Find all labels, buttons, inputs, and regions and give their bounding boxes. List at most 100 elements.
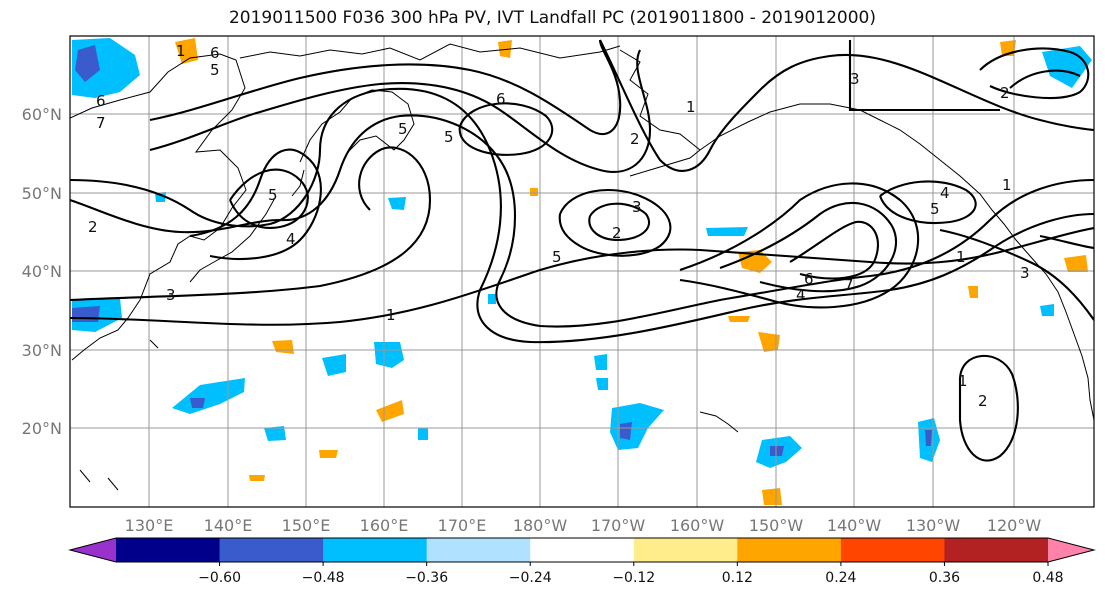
colorbar-outline <box>68 537 1096 563</box>
colorbar-swatch <box>219 538 324 562</box>
shade-blue-patch <box>322 354 346 376</box>
shade-orange-patch <box>758 332 780 352</box>
coastline-japan <box>189 169 305 283</box>
shade-orange-patch <box>968 286 978 298</box>
lon-label: 180°W <box>513 516 568 535</box>
shading-layer <box>72 38 1092 505</box>
contour-label: 4 <box>796 286 806 304</box>
coastline-asia <box>70 53 247 361</box>
shade-blue-patch <box>190 398 205 408</box>
contour-label: 2 <box>88 218 98 236</box>
contour-label: 6 <box>210 44 220 62</box>
contour-label: 2 <box>978 392 988 410</box>
colorbar-tick-label: −0.12 <box>612 570 655 586</box>
lon-label: 140°E <box>204 516 253 535</box>
contour-line <box>979 47 1090 100</box>
colorbar-tick-label: −0.24 <box>509 570 552 586</box>
contour-labels: 1 6 5 6 7 5 4 5 6 5 2 3 2 5 1 2 1 3 5 4 … <box>88 42 1030 410</box>
contour-line <box>679 182 920 309</box>
lat-label-20n: 20°N <box>22 419 62 438</box>
shade-blue-patch <box>264 426 286 441</box>
contour-line <box>939 228 1094 321</box>
shade-blue-patch <box>172 378 245 414</box>
colorbar-swatch <box>530 538 635 562</box>
lon-label: 170°E <box>438 516 487 535</box>
colorbar-swatch <box>323 538 428 562</box>
contour-layer <box>70 39 1094 462</box>
contour-label: 1 <box>386 306 396 324</box>
lon-label: 170°W <box>591 516 646 535</box>
contour-label: 2 <box>630 130 640 148</box>
contour-label: 5 <box>552 248 562 266</box>
contour-label: 3 <box>1020 264 1030 282</box>
shade-blue-patch <box>620 422 632 440</box>
contour-label: 7 <box>844 276 854 294</box>
contour-line <box>958 354 1019 462</box>
longitude-labels: 130°E 140°E 150°E 160°E 170°E 180°W 170°… <box>125 516 1042 535</box>
colorbar-swatch <box>840 538 945 562</box>
contour-line <box>848 40 1000 112</box>
shade-orange-patch <box>272 340 294 354</box>
colorbar: −0.60 −0.48 −0.36 −0.24 −0.12 0.12 0.24 0.36 0.4… <box>68 537 1096 586</box>
lon-label: 120°W <box>987 516 1042 535</box>
lat-label-50n: 50°N <box>22 184 62 203</box>
contour-label: 7 <box>96 114 106 132</box>
contour-line <box>70 146 432 302</box>
contour-label: 6 <box>496 90 506 108</box>
colorbar-swatch <box>944 538 1049 562</box>
contour-label: 2 <box>1000 84 1010 102</box>
contour-line <box>70 87 1094 344</box>
shade-orange-patch <box>530 188 538 196</box>
contour-label: 2 <box>612 224 622 242</box>
colorbar-extend-low <box>70 538 116 562</box>
shade-orange-patch <box>762 488 782 505</box>
contour-label: 5 <box>398 120 408 138</box>
contour-label: 6 <box>804 270 814 288</box>
lon-label: 150°W <box>749 516 804 535</box>
contour-line <box>149 39 622 136</box>
contour-line <box>588 202 650 242</box>
shade-orange-patch <box>319 450 338 458</box>
colorbar-tick-label: 0.48 <box>1032 570 1063 586</box>
colorbar-tick-label: 0.36 <box>929 570 960 586</box>
colorbar-tick-label: 0.24 <box>825 570 856 586</box>
shade-orange-patch <box>738 250 772 273</box>
shade-blue-patch <box>770 446 784 456</box>
contour-label: 3 <box>166 286 176 304</box>
shade-blue-patch <box>418 428 428 440</box>
contour-line <box>1009 69 1081 89</box>
colorbar-tick-label: −0.36 <box>405 570 448 586</box>
shade-blue-patch <box>488 294 496 304</box>
coastline-siberia <box>239 43 621 61</box>
lon-label: 160°E <box>360 516 409 535</box>
lat-label-60n: 60°N <box>22 105 62 124</box>
contour-line <box>558 189 672 257</box>
contour-label: 3 <box>850 70 860 88</box>
colorbar-swatch <box>116 538 221 562</box>
shade-blue-patch <box>374 342 404 368</box>
lat-label-40n: 40°N <box>22 262 62 281</box>
map-title: 2019011500 F036 300 hPa PV, IVT Landfall… <box>228 8 876 28</box>
contour-line <box>458 102 554 156</box>
colorbar-swatch <box>633 538 738 562</box>
contour-line <box>229 168 309 229</box>
contour-line <box>1039 234 1094 250</box>
colorbar-tick-label: 0.12 <box>722 570 753 586</box>
coastlines <box>70 43 1094 491</box>
colorbar-tick-label: −0.60 <box>198 570 241 586</box>
shade-orange-patch <box>249 475 265 481</box>
contour-label: 1 <box>176 42 186 60</box>
shade-blue-patch <box>388 197 406 210</box>
contour-line <box>70 226 1094 326</box>
graticule <box>70 36 1094 507</box>
contour-label: 1 <box>958 372 968 390</box>
shade-blue-patch <box>75 45 100 82</box>
shade-blue-patch <box>1040 304 1054 316</box>
lat-label-30n: 30°N <box>22 341 62 360</box>
colorbar-extend-high <box>1048 538 1094 562</box>
contour-label: 1 <box>686 98 696 116</box>
contour-label: 5 <box>930 200 940 218</box>
contour-line <box>879 180 977 224</box>
contour-label: 5 <box>210 61 220 79</box>
shade-blue-patch <box>925 430 932 446</box>
